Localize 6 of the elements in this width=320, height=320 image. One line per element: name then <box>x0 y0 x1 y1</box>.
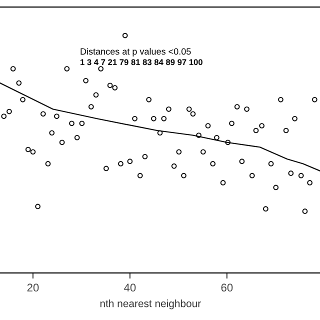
x-tick-label: 20 <box>27 284 39 292</box>
annotation: Distances at p values <0.05 <box>80 48 191 56</box>
x-axis-title: nth nearest neighbour <box>100 300 201 310</box>
annotation: 1 3 4 7 21 79 81 83 84 89 97 100 <box>80 59 202 66</box>
x-tick-label: 40 <box>124 284 136 292</box>
x-tick-label: 60 <box>221 284 233 292</box>
